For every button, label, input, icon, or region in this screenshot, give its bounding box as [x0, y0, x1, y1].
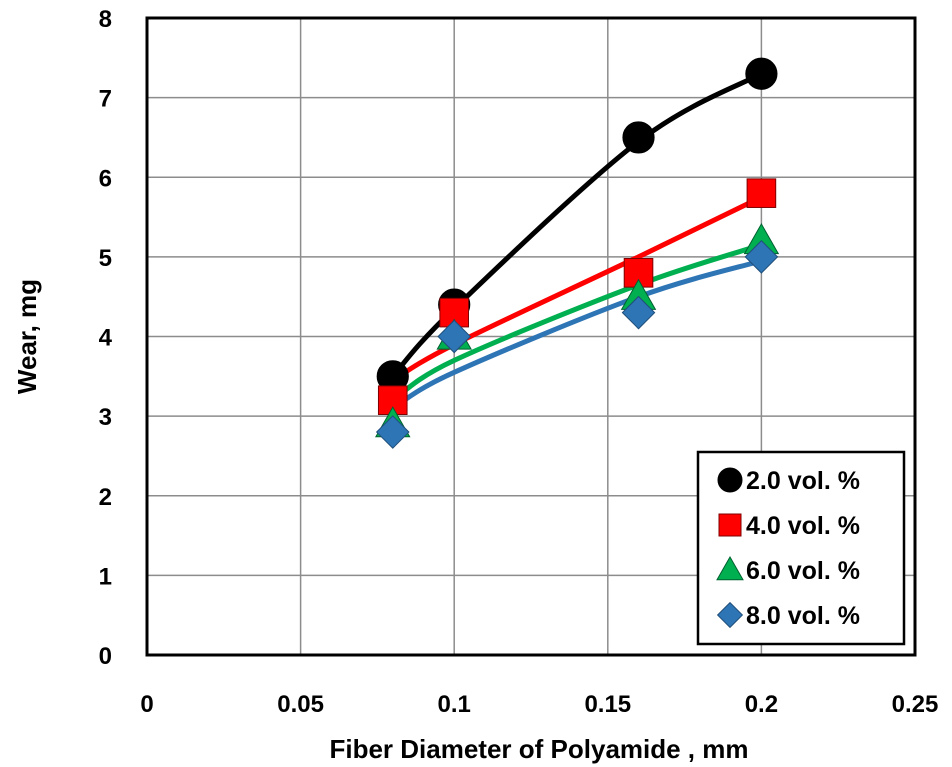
data-point-diamond	[621, 295, 656, 330]
legend-entry-label: 4.0 vol. %	[746, 512, 860, 540]
x-tick-label: 0	[140, 691, 153, 718]
series-fit-line	[390, 194, 764, 383]
tick-labels: 0 0.05 0.1 0.15 0.2 0.25 0 1 2 3 4 5 6 7 8	[99, 6, 939, 718]
data-point-diamond	[437, 319, 472, 354]
series-fit-line	[390, 242, 764, 403]
legend-marker-circle	[717, 467, 743, 493]
y-tick-label: 1	[99, 563, 112, 590]
data-point-circle	[622, 121, 655, 154]
series-layer	[374, 57, 780, 449]
data-point-diamond	[744, 240, 779, 274]
x-tick-label: 0.1	[438, 691, 471, 718]
legend-marker-triangle	[716, 555, 744, 581]
y-axis-title: Wear, mg	[12, 279, 42, 394]
y-tick-label: 5	[99, 245, 112, 272]
data-point-diamond	[375, 415, 410, 449]
x-tick-label: 0.05	[277, 691, 324, 718]
legend-entry-label: 2.0 vol. %	[746, 467, 860, 495]
legend-entry-label: 8.0 vol. %	[746, 602, 860, 630]
x-tick-label: 0.2	[745, 691, 778, 718]
x-tick-label: 0.15	[584, 691, 631, 718]
legend: 2.0 vol. % 4.0 vol. % 6.0 vol. % 8.0 vol. %	[696, 450, 906, 646]
y-tick-label: 3	[99, 404, 112, 431]
y-tick-label: 6	[99, 165, 112, 192]
x-tick-label: 0.25	[892, 691, 939, 718]
plot-area-border	[145, 16, 917, 657]
y-tick-label: 8	[99, 6, 112, 33]
data-point-square	[746, 178, 777, 208]
series-fit-line	[390, 71, 764, 379]
y-tick-label: 4	[99, 325, 113, 352]
y-tick-label: 0	[99, 643, 112, 670]
x-axis-title: Fiber Diameter of Polyamide , mm	[329, 734, 748, 764]
y-tick-label: 2	[99, 484, 112, 511]
data-point-square	[623, 258, 654, 288]
legend-marker-square	[718, 513, 742, 537]
data-point-circle	[745, 57, 778, 90]
series-fit-line	[390, 258, 764, 411]
legend-marker-diamond	[716, 601, 744, 629]
legend-entry-label: 6.0 vol. %	[746, 557, 860, 585]
y-tick-label: 7	[99, 86, 112, 113]
